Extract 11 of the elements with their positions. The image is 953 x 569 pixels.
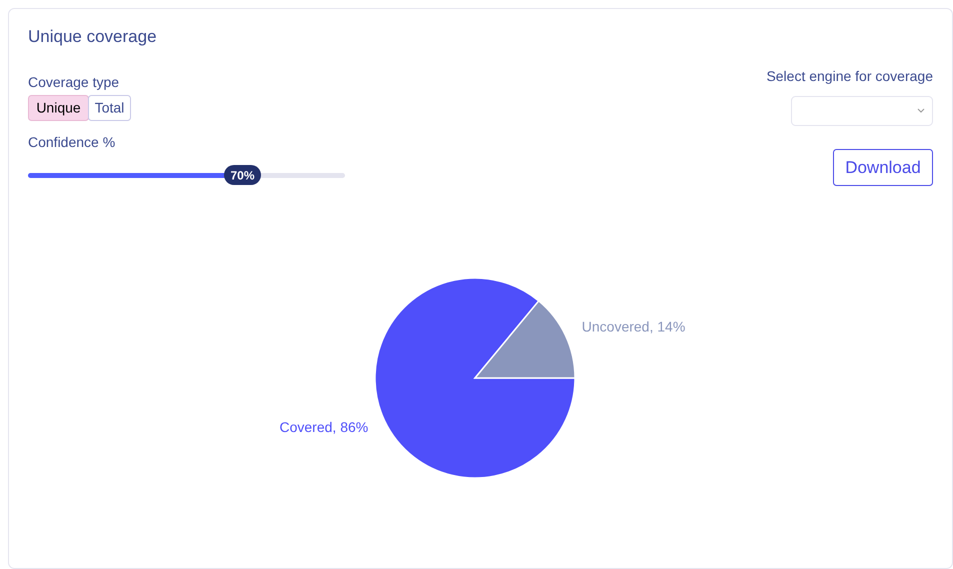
text: Unique coverage [28, 27, 157, 46]
text: Download [845, 158, 921, 177]
pie-slice [374, 277, 576, 479]
text: Unique [36, 100, 81, 116]
text: Confidence % [28, 134, 116, 150]
slice-label: Covered, 86% [280, 418, 368, 435]
text: 70% [230, 168, 255, 182]
text: Select engine for coverage [766, 68, 934, 84]
slice-label: Uncovered, 14% [582, 318, 686, 334]
text: Total [94, 100, 124, 116]
text: Coverage type [28, 74, 120, 90]
